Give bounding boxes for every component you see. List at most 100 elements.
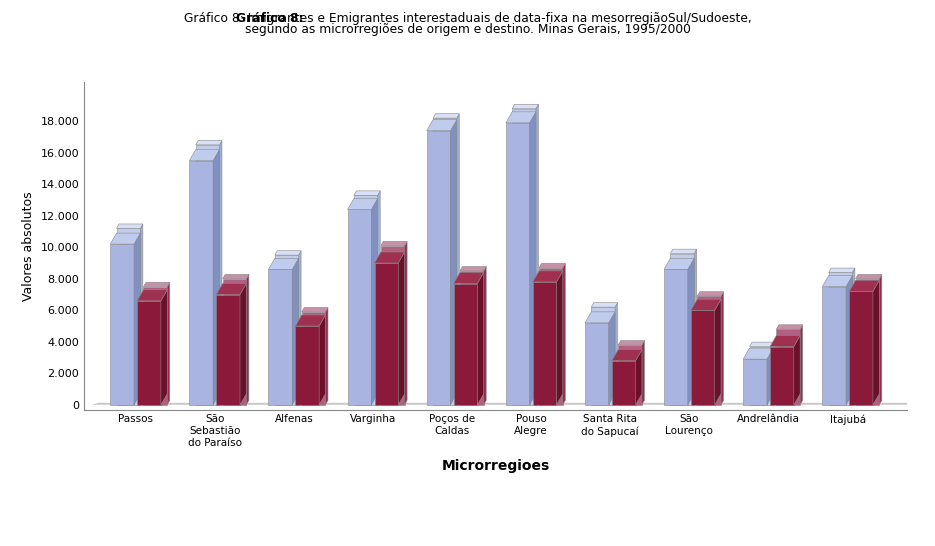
Bar bbox=[275, 255, 298, 405]
Polygon shape bbox=[240, 283, 246, 405]
Polygon shape bbox=[213, 150, 220, 405]
Polygon shape bbox=[536, 104, 539, 405]
Polygon shape bbox=[611, 349, 642, 361]
Polygon shape bbox=[483, 266, 486, 405]
Polygon shape bbox=[223, 274, 249, 279]
Polygon shape bbox=[298, 251, 301, 405]
Polygon shape bbox=[275, 251, 301, 255]
Bar bbox=[750, 347, 773, 405]
Polygon shape bbox=[642, 341, 644, 405]
Bar bbox=[426, 130, 451, 405]
Polygon shape bbox=[398, 252, 405, 405]
Polygon shape bbox=[405, 241, 407, 405]
Polygon shape bbox=[822, 276, 853, 287]
Bar bbox=[460, 271, 483, 405]
Bar bbox=[110, 244, 134, 405]
Bar bbox=[216, 294, 240, 405]
Polygon shape bbox=[293, 258, 298, 405]
Bar bbox=[348, 210, 371, 405]
Polygon shape bbox=[216, 283, 246, 294]
Bar bbox=[618, 345, 642, 405]
Bar bbox=[195, 145, 220, 405]
Polygon shape bbox=[512, 104, 539, 109]
Polygon shape bbox=[794, 335, 800, 405]
Polygon shape bbox=[295, 315, 325, 326]
Bar bbox=[670, 253, 694, 405]
Polygon shape bbox=[670, 249, 697, 253]
Polygon shape bbox=[721, 292, 724, 405]
Polygon shape bbox=[167, 282, 170, 405]
Bar bbox=[585, 323, 609, 405]
Polygon shape bbox=[460, 266, 486, 271]
Bar bbox=[506, 123, 529, 405]
Polygon shape bbox=[767, 348, 773, 405]
Polygon shape bbox=[750, 342, 776, 347]
Polygon shape bbox=[161, 290, 167, 405]
Polygon shape bbox=[433, 114, 459, 118]
Polygon shape bbox=[381, 241, 407, 246]
Polygon shape bbox=[873, 280, 879, 405]
Polygon shape bbox=[664, 258, 694, 269]
Polygon shape bbox=[325, 307, 328, 405]
Bar bbox=[591, 307, 615, 405]
Bar bbox=[190, 161, 213, 405]
Polygon shape bbox=[319, 315, 325, 405]
Bar bbox=[268, 269, 293, 405]
Bar bbox=[295, 326, 319, 405]
Polygon shape bbox=[375, 252, 405, 263]
Polygon shape bbox=[137, 290, 167, 301]
Polygon shape bbox=[879, 274, 882, 405]
Polygon shape bbox=[615, 302, 617, 405]
Text: Gráfico 8: Imigrantes e Emigrantes interestaduais de data-fixa na mesorregiãoSul: Gráfico 8: Imigrantes e Emigrantes inter… bbox=[183, 12, 752, 25]
Polygon shape bbox=[371, 198, 378, 405]
Bar bbox=[223, 279, 246, 405]
Bar bbox=[743, 359, 767, 405]
Polygon shape bbox=[846, 276, 853, 405]
Polygon shape bbox=[117, 224, 143, 228]
Polygon shape bbox=[694, 249, 697, 405]
Text: Gráfico 8:: Gráfico 8: bbox=[236, 12, 304, 25]
Polygon shape bbox=[856, 274, 882, 279]
Polygon shape bbox=[506, 112, 536, 123]
Bar bbox=[611, 361, 636, 405]
Bar bbox=[354, 195, 378, 405]
Bar bbox=[539, 268, 563, 405]
Polygon shape bbox=[134, 233, 140, 405]
Polygon shape bbox=[773, 342, 776, 405]
Polygon shape bbox=[348, 198, 378, 210]
Polygon shape bbox=[378, 191, 381, 405]
Polygon shape bbox=[92, 403, 913, 405]
Polygon shape bbox=[853, 268, 855, 405]
Polygon shape bbox=[714, 299, 721, 405]
Bar bbox=[375, 263, 398, 405]
Bar bbox=[433, 118, 457, 405]
Bar bbox=[698, 296, 721, 405]
Polygon shape bbox=[529, 112, 536, 405]
Polygon shape bbox=[743, 348, 773, 359]
Polygon shape bbox=[800, 325, 802, 405]
Polygon shape bbox=[691, 299, 721, 310]
Bar bbox=[381, 246, 405, 405]
Bar bbox=[691, 310, 714, 405]
Polygon shape bbox=[828, 268, 855, 272]
Polygon shape bbox=[618, 341, 644, 345]
Polygon shape bbox=[143, 282, 170, 287]
Bar bbox=[822, 287, 846, 405]
Polygon shape bbox=[220, 140, 222, 405]
Bar bbox=[664, 269, 688, 405]
Bar bbox=[137, 301, 161, 405]
Polygon shape bbox=[563, 263, 566, 405]
Polygon shape bbox=[457, 114, 459, 405]
Polygon shape bbox=[539, 263, 566, 268]
Polygon shape bbox=[591, 302, 617, 307]
X-axis label: Microrregioes: Microrregioes bbox=[441, 459, 550, 473]
Polygon shape bbox=[533, 271, 563, 282]
Polygon shape bbox=[140, 224, 143, 405]
Polygon shape bbox=[636, 349, 642, 405]
Bar bbox=[849, 292, 873, 405]
Polygon shape bbox=[190, 150, 220, 161]
Bar bbox=[856, 279, 879, 405]
Y-axis label: Valores absolutos: Valores absolutos bbox=[22, 191, 35, 300]
Polygon shape bbox=[451, 120, 457, 405]
Polygon shape bbox=[770, 335, 800, 347]
